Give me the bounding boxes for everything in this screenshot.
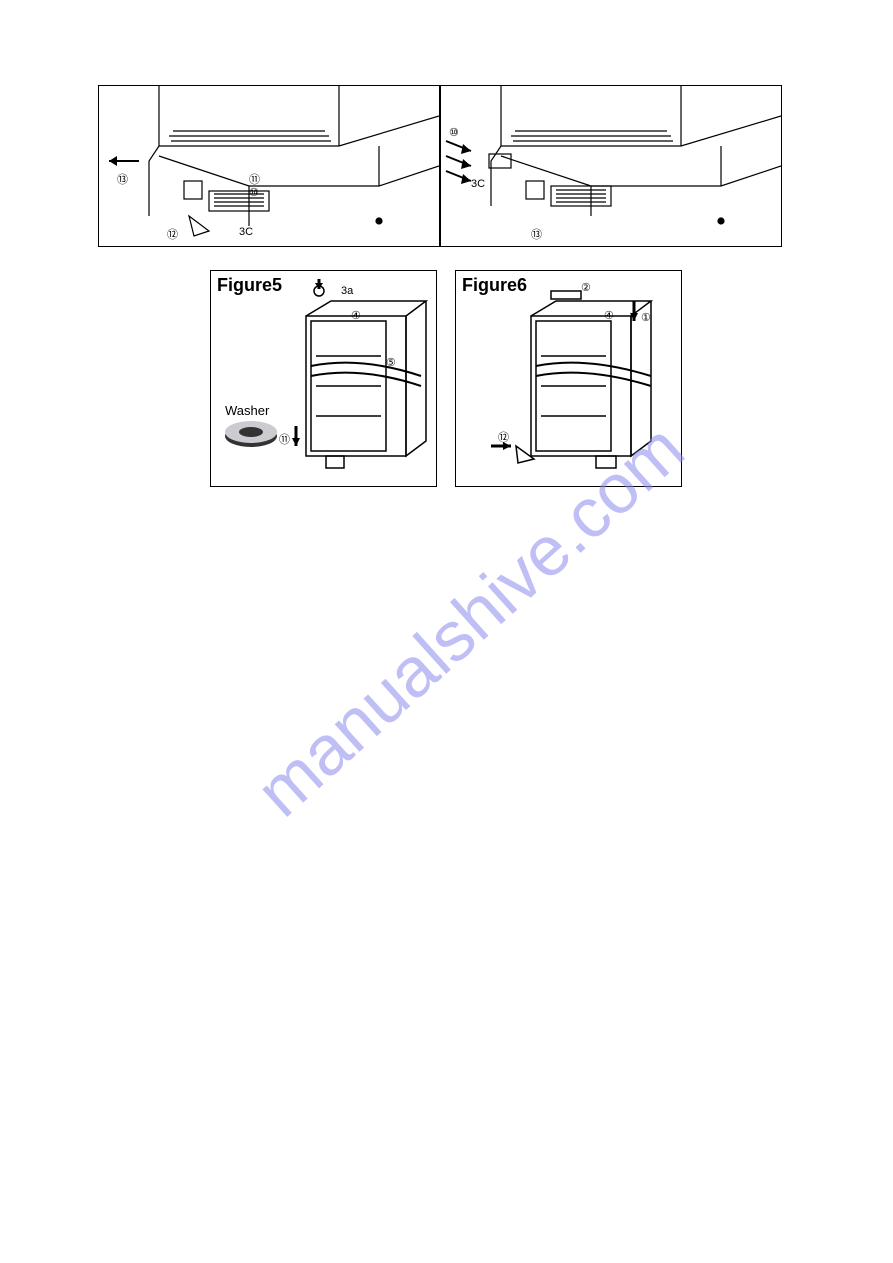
diagram-top-left bbox=[99, 86, 439, 246]
callout-11: ⑪ bbox=[249, 171, 260, 187]
callout-1: ① bbox=[641, 311, 651, 324]
callout-12: ⑫ bbox=[167, 226, 178, 242]
callout-4: ④ bbox=[604, 309, 614, 322]
diagram-figure5 bbox=[211, 271, 436, 486]
callout-5: ⑤ bbox=[386, 356, 396, 369]
callout-3c: 3C bbox=[471, 178, 485, 190]
callout-3c: 3C bbox=[239, 226, 253, 238]
panel-top-right: ⑩ 3C ⑬ bbox=[440, 85, 782, 247]
callout-10: ⑩ bbox=[249, 186, 259, 199]
panel-figure6: Figure6 bbox=[455, 270, 682, 487]
callout-4: ④ bbox=[351, 309, 361, 322]
callout-13: ⑬ bbox=[531, 226, 542, 242]
panel-figure5: Figure5 bbox=[210, 270, 437, 487]
washer-label: Washer bbox=[225, 403, 269, 418]
diagram-top-right bbox=[441, 86, 781, 246]
panel-top-left: ⑬ ⑫ ⑪ ⑩ 3C bbox=[98, 85, 440, 247]
callout-11: ⑪ bbox=[279, 431, 290, 447]
callout-13: ⑬ bbox=[117, 171, 128, 187]
diagram-figure6 bbox=[456, 271, 681, 486]
callout-10: ⑩ bbox=[449, 126, 459, 139]
callout-12: ⑫ bbox=[498, 429, 509, 445]
callout-2: ② bbox=[581, 281, 591, 294]
washer-icon bbox=[225, 421, 277, 447]
page: ⑬ ⑫ ⑪ ⑩ 3C bbox=[0, 0, 893, 1263]
callout-3a: 3a bbox=[341, 285, 353, 297]
